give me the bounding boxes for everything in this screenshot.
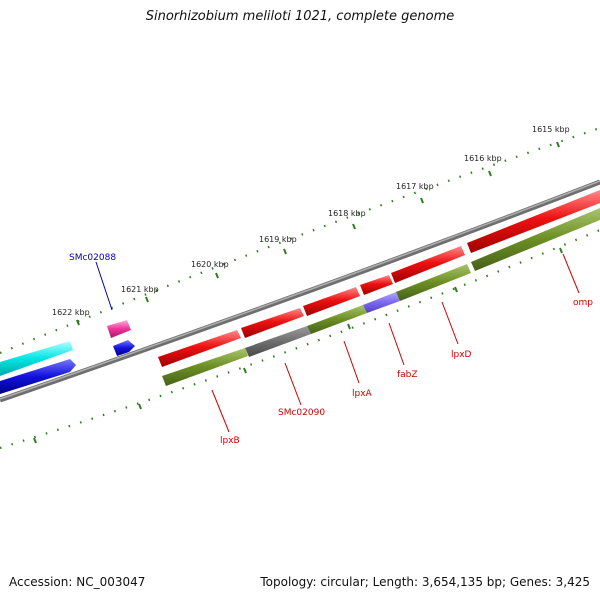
label-omp[interactable]: omp xyxy=(573,298,593,308)
kbp-label-1621: 1621 kbp xyxy=(121,285,159,294)
genome-backbone xyxy=(0,179,600,403)
gene-SMc02088[interactable] xyxy=(107,320,131,338)
label-lpxB[interactable]: lpxB xyxy=(220,436,240,446)
kbp-label-1615: 1615 kbp xyxy=(532,125,570,134)
kbp-label-1616: 1616 kbp xyxy=(464,154,502,163)
leader-lines xyxy=(95,253,580,433)
gene-blue-small[interactable] xyxy=(113,340,135,356)
label-lpxA[interactable]: lpxA xyxy=(352,389,373,399)
gene-labels: SMc02088 lpxB SMc02090 lpxA fabZ lpxD om… xyxy=(69,253,593,446)
label-lpxD[interactable]: lpxD xyxy=(451,350,472,360)
gene-red-6[interactable] xyxy=(467,190,600,253)
kbp-label-1618: 1618 kbp xyxy=(328,209,366,218)
gene-cyan[interactable] xyxy=(0,341,73,376)
map-title: Sinorhizobium meliloti 1021, complete ge… xyxy=(145,9,455,24)
gene-lpxD[interactable] xyxy=(396,264,471,301)
gene-blue-left[interactable] xyxy=(0,359,76,394)
gene-omp[interactable] xyxy=(471,208,600,271)
label-fabZ[interactable]: fabZ xyxy=(397,370,418,380)
gene-fabZ[interactable] xyxy=(363,292,400,313)
green-cds-row xyxy=(162,208,600,386)
genome-stats-footer: Topology: circular; Length: 3,654,135 bp… xyxy=(260,575,590,589)
kbp-label-1620: 1620 kbp xyxy=(191,260,229,269)
gene-SMc02090[interactable] xyxy=(245,326,311,357)
gene-red-4[interactable] xyxy=(360,275,393,295)
kbp-label-1619: 1619 kbp xyxy=(259,235,297,244)
gene-red-5[interactable] xyxy=(391,246,465,283)
label-SMc02090[interactable]: SMc02090 xyxy=(278,408,325,418)
kbp-label-1622: 1622 kbp xyxy=(52,308,90,317)
gene-red-3[interactable] xyxy=(303,287,360,316)
gene-red-1[interactable] xyxy=(158,330,241,367)
accession-footer: Accession: NC_003047 xyxy=(9,575,146,589)
outer-tick-ring xyxy=(0,126,600,355)
kbp-scale: 1615 kbp 1616 kbp 1617 kbp 1618 kbp 1619… xyxy=(52,125,570,317)
red-cds-row xyxy=(158,190,600,367)
label-SMc02088[interactable]: SMc02088 xyxy=(69,253,116,263)
outer-major-ticks xyxy=(76,141,560,326)
gene-red-2[interactable] xyxy=(241,308,304,338)
gene-lpxA[interactable] xyxy=(307,305,367,334)
inner-major-ticks xyxy=(33,247,563,444)
gene-lpxB[interactable] xyxy=(162,348,248,386)
kbp-label-1617: 1617 kbp xyxy=(396,182,434,191)
